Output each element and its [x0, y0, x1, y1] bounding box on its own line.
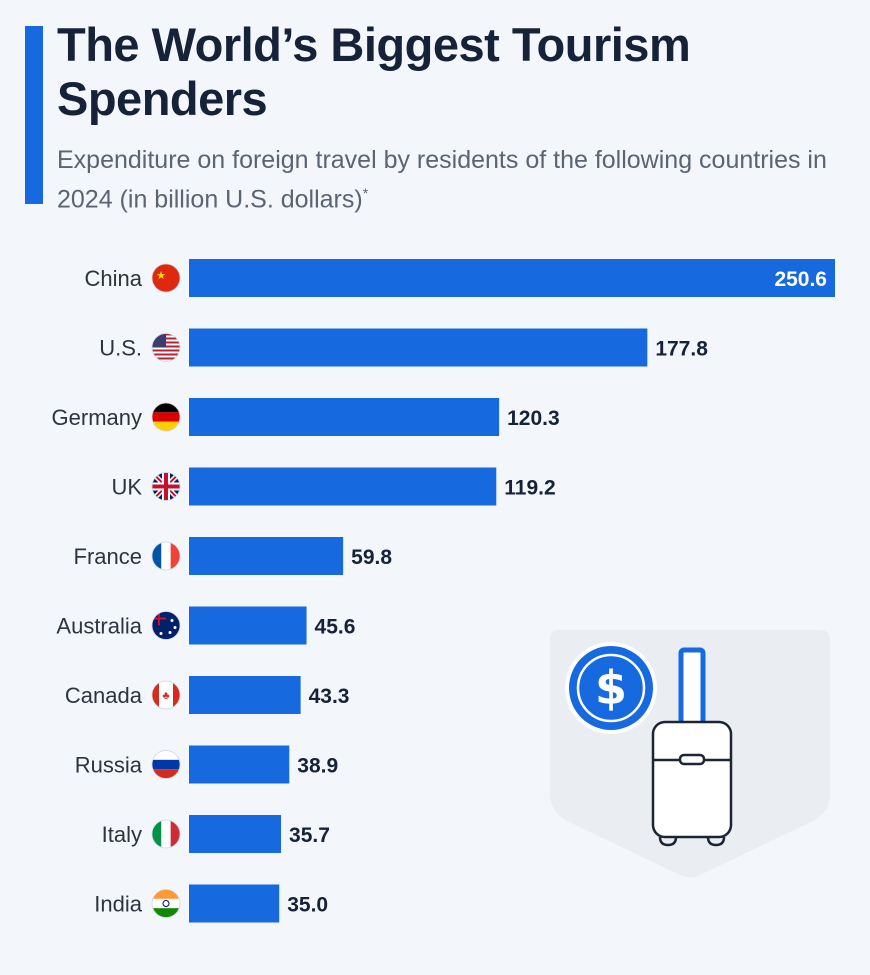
bar: [189, 676, 301, 714]
travel-illustration: $: [550, 630, 830, 878]
bar-row-india: India 35.0: [94, 884, 328, 923]
bar-row-germany: Germany 120.3: [52, 398, 560, 436]
category-label: France: [74, 544, 142, 569]
chart-subtitle: Expenditure on foreign travel by residen…: [57, 144, 857, 216]
bar: [189, 745, 290, 784]
category-label: U.S.: [99, 336, 142, 361]
bar-row-france: France 59.8: [74, 537, 392, 575]
bar: [189, 259, 835, 297]
bar-row-us: U.S. 177.8: [99, 328, 708, 367]
bar-row-italy: Italy 35.7: [102, 815, 330, 853]
value-label: 59.8: [351, 546, 392, 569]
bar-row-australia: Australia 45.6: [56, 606, 356, 645]
uk-flag-icon: [151, 472, 181, 501]
bar: [189, 328, 648, 367]
germany-flag-icon: [151, 402, 181, 432]
category-label: Italy: [102, 822, 142, 847]
category-label: Canada: [65, 683, 143, 708]
bar: [189, 884, 280, 923]
category-label: UK: [111, 475, 142, 500]
bar: [189, 467, 497, 506]
bar-row-russia: Russia 38.9: [75, 745, 338, 784]
australia-flag-icon: [151, 611, 181, 640]
bar: [189, 398, 500, 436]
value-label: 45.6: [315, 616, 356, 639]
svg-text:$: $: [595, 661, 627, 715]
category-label: Australia: [56, 614, 142, 639]
russia-flag-icon: [151, 750, 181, 779]
title-accent-bar: [25, 26, 43, 204]
value-label: 250.6: [774, 268, 827, 291]
value-label: 120.3: [507, 407, 560, 430]
subtitle-footnote-mark: *: [362, 185, 369, 201]
subtitle-text: Expenditure on foreign travel by residen…: [57, 146, 827, 214]
bar: [189, 537, 344, 575]
chart-title: The World’s Biggest Tourism Spenders: [57, 18, 691, 125]
bar-row-china: China ★ 250.6: [85, 259, 835, 297]
category-label: Russia: [75, 753, 143, 778]
value-label: 43.3: [309, 685, 350, 708]
svg-text:★: ★: [156, 270, 166, 282]
us-flag-icon: [151, 333, 181, 362]
dollar-coin-icon: $: [565, 642, 657, 734]
india-flag-icon: [151, 889, 181, 918]
canada-flag-icon: ♣: [151, 680, 181, 710]
bar: [189, 606, 307, 645]
italy-flag-icon: [151, 819, 181, 849]
france-flag-icon: [151, 541, 181, 571]
value-label: 119.2: [504, 477, 555, 500]
bar-row-uk: UK 119.2: [111, 467, 556, 506]
suitcase-icon: [651, 647, 733, 847]
china-flag-icon: ★: [151, 263, 181, 293]
value-label: 35.7: [289, 824, 330, 847]
value-label: 35.0: [287, 894, 328, 917]
value-label: 177.8: [655, 338, 708, 361]
svg-text:♣: ♣: [162, 690, 169, 702]
value-label: 38.9: [297, 755, 338, 778]
category-label: Germany: [52, 405, 142, 430]
category-label: China: [85, 266, 143, 291]
bar-row-canada: Canada ♣ 43.3: [65, 676, 350, 714]
bar: [189, 815, 282, 853]
category-label: India: [94, 892, 142, 917]
